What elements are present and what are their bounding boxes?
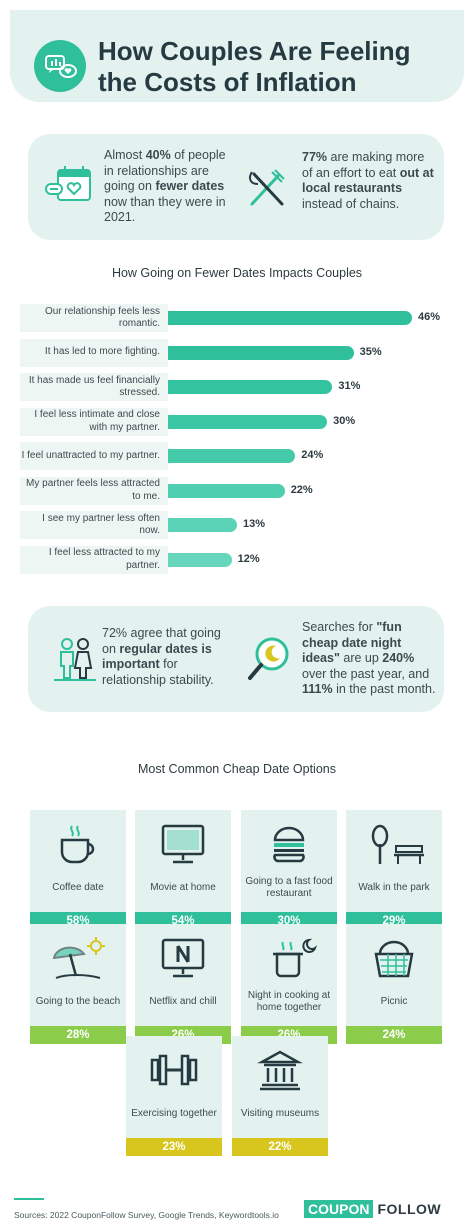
dumbbell-icon — [126, 1048, 222, 1092]
date-option-card: Exercising together — [126, 1036, 222, 1138]
fork-knife-icon — [242, 164, 292, 214]
bar-value-label: 13% — [242, 518, 265, 530]
calendar-heart-icon — [42, 160, 98, 216]
bar — [168, 552, 232, 567]
stat-regular-dates: 72% agree that going on regular dates is… — [102, 626, 221, 687]
bar — [168, 414, 328, 429]
bar-label: I feel unattracted to my partner. — [20, 442, 168, 470]
picnic-basket-icon — [346, 936, 442, 980]
bar-label: It has made us feel financially stressed… — [20, 373, 168, 401]
date-option-label: Walk in the park — [358, 882, 430, 893]
sources-text: Sources: 2022 CouponFollow Survey, Googl… — [14, 1210, 279, 1220]
burger-icon — [241, 822, 337, 866]
beach-umbrella-icon — [30, 936, 126, 980]
bar-value-label: 30% — [333, 414, 356, 427]
date-option-card: Going to the beach — [30, 924, 126, 1026]
date-option-label: Night in cooking at home together — [247, 990, 331, 1013]
page-title: How Couples Are Feeling the Costs of Inf… — [98, 36, 458, 98]
title-line-1: How Couples Are Feeling — [98, 36, 411, 66]
netflix-tv-icon — [135, 936, 231, 980]
date-option-label: Coffee date — [52, 882, 104, 893]
bar-label: Our relationship feels less romantic. — [20, 304, 168, 332]
footer-divider — [14, 1198, 44, 1200]
brand-part-follow: FOLLOW — [377, 1201, 442, 1217]
stats-card-top: Almost 40% of people in relationships ar… — [28, 134, 444, 240]
bar — [168, 483, 285, 498]
date-option-percent: 28% — [30, 1026, 126, 1044]
bar-value-label: 46% — [418, 311, 441, 323]
date-option-percent: 22% — [232, 1138, 328, 1156]
coffee-cup-icon — [30, 822, 126, 866]
bar-chart-title: How Going on Fewer Dates Impacts Couples — [111, 266, 363, 280]
bar — [168, 518, 237, 532]
chat-hearts-icon — [34, 40, 86, 92]
date-option-card: Netflix and chill — [135, 924, 231, 1026]
park-bench-icon — [346, 822, 442, 866]
bar — [168, 345, 354, 360]
stat-local-restaurants: 77% are making more of an effort to eat … — [302, 150, 434, 211]
brand-logo: COUPON FOLLOW — [304, 1200, 441, 1218]
header-banner: How Couples Are Feeling the Costs of Inf… — [10, 10, 464, 102]
date-option-card: Picnic — [346, 924, 442, 1026]
date-option-card: Walk in the park — [346, 810, 442, 912]
date-option-label: Movie at home — [150, 882, 216, 893]
date-option-label: Picnic — [380, 996, 408, 1007]
date-option-card: Movie at home — [135, 810, 231, 912]
museum-icon — [232, 1048, 328, 1092]
bar — [168, 449, 296, 463]
search-moon-icon — [242, 632, 296, 686]
television-icon — [135, 822, 231, 866]
bar-label: I see my partner less often now. — [20, 511, 168, 539]
stat-fewer-dates: Almost 40% of people in relationships ar… — [104, 148, 226, 224]
date-option-label: Exercising together — [131, 1108, 217, 1119]
brand-part-coupon: COUPON — [304, 1200, 374, 1218]
bar-value-label: 24% — [301, 449, 324, 461]
date-option-percent: 23% — [126, 1138, 222, 1156]
date-option-label: Going to the beach — [35, 996, 121, 1007]
cooking-pot-icon — [241, 936, 337, 980]
date-option-percent: 24% — [346, 1026, 442, 1044]
bar-label: I feel less intimate and close with my p… — [20, 407, 168, 436]
bar-label: It has led to more fighting. — [20, 338, 168, 367]
date-option-card: Coffee date — [30, 810, 126, 912]
date-option-label: Visiting museums — [240, 1108, 320, 1119]
bar-label: I feel less attracted to my partner. — [20, 545, 168, 574]
bar — [168, 380, 333, 394]
stat-search-trends: Searches for "fun cheap date night ideas… — [302, 620, 436, 696]
bar-value-label: 22% — [290, 483, 313, 496]
bar-label: My partner feels less attracted to me. — [20, 476, 168, 505]
stats-card-middle: 72% agree that going on regular dates is… — [28, 606, 444, 712]
bar-value-label: 31% — [338, 380, 361, 392]
bar — [168, 311, 412, 325]
bar-value-label: 35% — [359, 345, 382, 358]
date-option-card: Night in cooking at home together — [241, 924, 337, 1026]
date-option-label: Netflix and chill — [149, 996, 217, 1007]
date-option-card: Visiting museums — [232, 1036, 328, 1138]
date-option-label: Going to a fast food restaurant — [245, 876, 333, 899]
date-option-card: Going to a fast food restaurant — [241, 810, 337, 912]
date-options-title: Most Common Cheap Date Options — [137, 762, 336, 776]
title-line-2: the Costs of Inflation — [98, 67, 357, 97]
bar-value-label: 12% — [237, 552, 260, 565]
couple-icon — [50, 634, 100, 684]
